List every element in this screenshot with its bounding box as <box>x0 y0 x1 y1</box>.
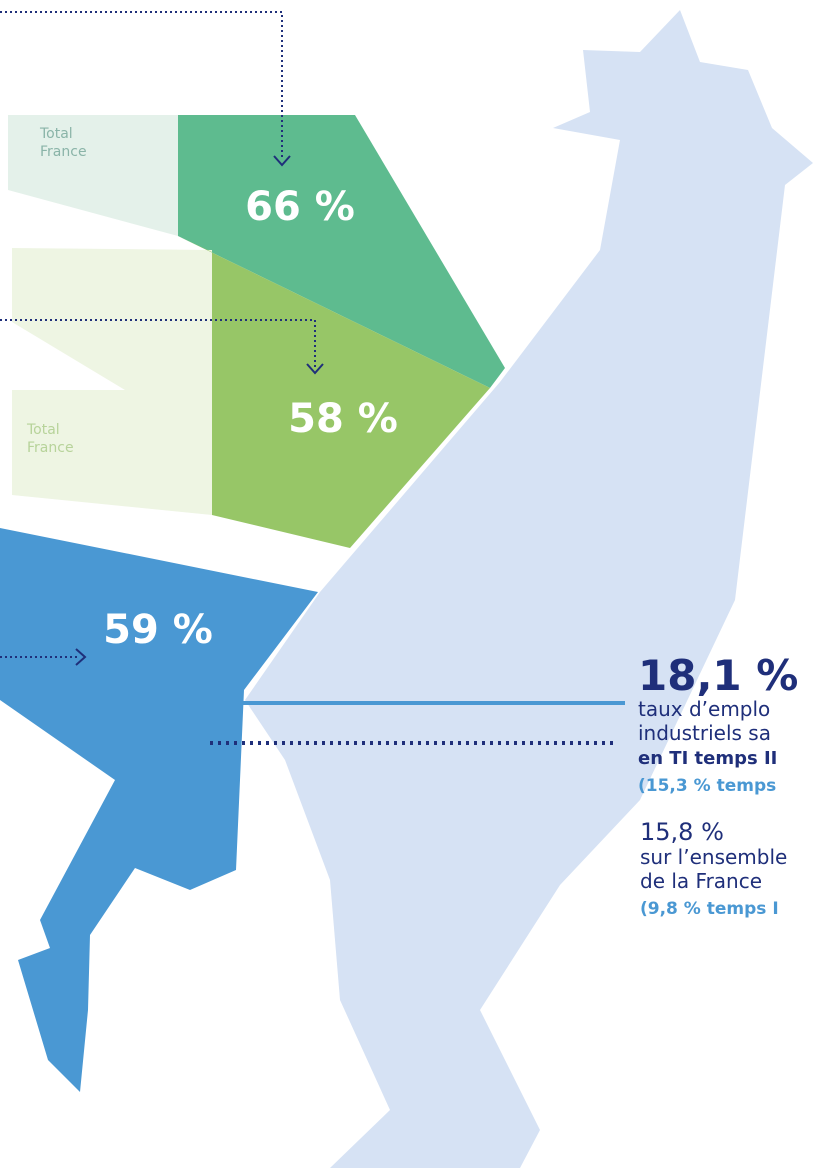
total-label: Total <box>26 422 60 438</box>
stat-line: de la France <box>640 869 762 893</box>
total-label: France <box>40 144 87 160</box>
percent-value: 58 % <box>288 396 398 442</box>
total-label: France <box>27 440 74 456</box>
percent-value: 59 % <box>103 607 213 653</box>
stat-line: taux d’emplo <box>638 697 770 721</box>
stat-value: 18,1 % <box>638 651 798 700</box>
total-france-bg <box>12 248 212 515</box>
total-france-bg <box>8 115 178 236</box>
stat-line: (15,3 % temps <box>638 776 776 796</box>
stat-line: (9,8 % temps I <box>640 899 779 919</box>
percent-value: 66 % <box>245 184 355 230</box>
stat-line: sur l’ensemble <box>640 845 787 869</box>
stat-line: en TI temps II <box>638 748 777 769</box>
stat-value: 15,8 % <box>640 818 724 846</box>
total-label: Total <box>39 126 73 142</box>
stat-line: industriels sa <box>638 721 771 745</box>
infographic: Total France Total France 66 % 58 % 59 %… <box>0 0 813 1168</box>
page: Total France Total France 66 % 58 % 59 %… <box>0 0 813 1168</box>
